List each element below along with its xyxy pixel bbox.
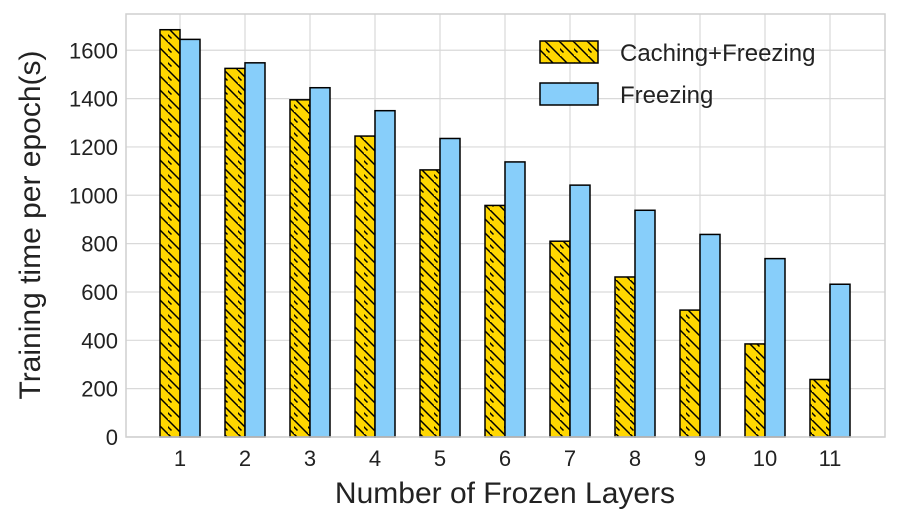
y-tick-label: 600: [81, 280, 118, 305]
legend-swatch-caching-freezing: [539, 40, 599, 64]
bar-freezing-9: [699, 233, 721, 438]
y-tick-label: 1000: [69, 183, 118, 208]
y-tick-labels: 0 200 400 600 800 1000 1200 1400 1600: [69, 38, 118, 450]
bar-caching-freezing-9: [679, 309, 701, 438]
x-tick-label: 9: [694, 446, 706, 471]
x-tick-label: 3: [304, 446, 316, 471]
y-tick-label: 1400: [69, 87, 118, 112]
y-tick-label: 1600: [69, 38, 118, 63]
bar-caching-freezing-5: [419, 169, 441, 438]
x-tick-label: 10: [753, 446, 777, 471]
bar-caching-freezing-6: [484, 204, 506, 438]
bar-freezing-1: [179, 38, 201, 438]
legend-swatch-freezing: [539, 82, 599, 106]
bar-freezing-6: [504, 161, 526, 438]
legend-label-caching-freezing: Caching+Freezing: [620, 40, 815, 67]
plot-frame: [125, 13, 886, 438]
x-tick-label: 6: [499, 446, 511, 471]
bar-freezing-11: [829, 283, 851, 438]
bar-caching-freezing-8: [614, 276, 636, 438]
y-tick-label: 0: [106, 425, 118, 450]
x-tick-label: 2: [239, 446, 251, 471]
y-tick-label: 400: [81, 328, 118, 353]
x-tick-label: 8: [629, 446, 641, 471]
y-tick-label: 200: [81, 377, 118, 402]
bar-freezing-4: [374, 109, 396, 438]
bar-freezing-7: [569, 184, 591, 438]
bar-freezing-2: [244, 62, 266, 438]
y-tick-label: 1200: [69, 135, 118, 160]
x-tick-label: 5: [434, 446, 446, 471]
bar-freezing-3: [309, 86, 331, 438]
y-axis-label: Training time per epoch(s): [14, 50, 47, 399]
x-axis-label: Number of Frozen Layers: [335, 477, 675, 510]
x-tick-label: 1: [174, 446, 186, 471]
bar-caching-freezing-4: [354, 135, 376, 438]
legend: Caching+Freezing Freezing: [539, 40, 815, 109]
bar-caching-freezing-2: [224, 67, 246, 438]
bar-freezing-5: [439, 137, 461, 438]
bars: [159, 28, 851, 438]
x-tick-label: 4: [369, 446, 381, 471]
bar-caching-freezing-11: [809, 378, 831, 438]
x-tick-label: 11: [819, 446, 842, 471]
bar-caching-freezing-3: [289, 99, 311, 438]
bar-caching-freezing-1: [159, 28, 181, 438]
x-tick-labels: 1 2 3 4 5 6 7 8 9 10 11: [174, 446, 842, 471]
bar-freezing-10: [764, 257, 786, 438]
bar-freezing-8: [634, 209, 656, 438]
bar-caching-freezing-7: [549, 240, 571, 438]
x-tick-label: 7: [564, 446, 576, 471]
y-tick-label: 800: [81, 232, 118, 257]
bar-caching-freezing-10: [744, 343, 766, 438]
legend-label-freezing: Freezing: [620, 82, 713, 109]
